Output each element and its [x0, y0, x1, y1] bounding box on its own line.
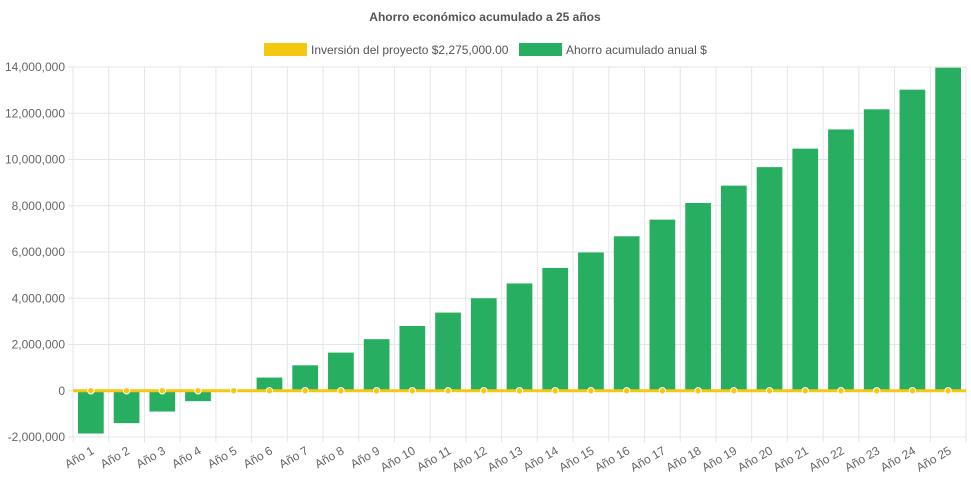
line-point[interactable] [87, 387, 95, 395]
line-point[interactable] [194, 387, 202, 395]
x-tick-label: Año 6 [241, 443, 275, 471]
line-point[interactable] [587, 387, 595, 395]
chart-title: Ahorro económico acumulado a 25 años [369, 10, 601, 24]
x-tick-label: Año 11 [414, 443, 453, 474]
line-point[interactable] [801, 387, 809, 395]
bar[interactable] [542, 267, 569, 391]
x-tick-label: Año 4 [169, 443, 203, 471]
x-tick-label: Año 17 [628, 443, 668, 474]
x-tick-label: Año 25 [914, 443, 954, 474]
x-tick-label: Año 2 [98, 443, 132, 471]
y-tick-label: 0 [58, 384, 65, 398]
bar[interactable] [78, 390, 104, 434]
line-series [73, 387, 966, 395]
legend-label-investment[interactable]: Inversión del proyecto $2,275,000.00 [311, 43, 509, 57]
x-tick-label: Año 14 [521, 443, 561, 474]
line-point[interactable] [944, 387, 952, 395]
bar[interactable] [292, 365, 319, 391]
line-point[interactable] [873, 387, 881, 395]
x-tick-label: Año 19 [699, 443, 739, 474]
x-tick-label: Año 1 [62, 443, 96, 471]
bar[interactable] [470, 298, 497, 391]
x-tick-label: Año 23 [842, 443, 882, 474]
x-tick-label: Año 8 [312, 443, 346, 471]
y-tick-label: 14,000,000 [5, 60, 65, 74]
bar[interactable] [792, 148, 819, 391]
x-tick-label: Año 16 [592, 443, 632, 474]
bar[interactable] [256, 377, 283, 391]
y-tick-label: 4,000,000 [12, 291, 66, 305]
bar[interactable] [649, 219, 676, 391]
y-tick-label: 12,000,000 [5, 106, 65, 120]
bar[interactable] [578, 252, 604, 391]
line-point[interactable] [408, 387, 417, 395]
y-tick-label: 2,000,000 [12, 338, 66, 352]
line-point[interactable] [480, 387, 488, 395]
bars [78, 67, 961, 434]
x-tick-label: Año 7 [277, 443, 311, 471]
y-tick-label: 8,000,000 [12, 199, 66, 213]
legend-label-savings[interactable]: Ahorro acumulado anual $ [566, 43, 707, 57]
line-point[interactable] [337, 387, 345, 395]
y-tick-label: -2,000,000 [8, 430, 66, 444]
bar[interactable] [828, 129, 854, 391]
legend-swatch-investment[interactable] [264, 43, 307, 56]
y-axis: -2,000,000 0 2,000,000 4,000,000 6,000,000 8,… [5, 60, 65, 444]
x-tick-label: Año 9 [348, 443, 382, 471]
bar[interactable] [435, 312, 461, 391]
grid [68, 66, 967, 442]
x-tick-label: Año 24 [878, 443, 918, 474]
x-tick-label: Año 18 [664, 443, 704, 474]
line-point[interactable] [551, 387, 559, 395]
bar[interactable] [899, 89, 926, 391]
x-tick-label: Año 13 [485, 443, 525, 474]
line-point[interactable] [122, 387, 131, 395]
bar[interactable] [756, 167, 783, 391]
line-point[interactable] [622, 387, 631, 395]
bar[interactable] [149, 390, 176, 412]
line-point[interactable] [658, 387, 667, 395]
x-tick-label: Año 15 [556, 443, 596, 474]
bar[interactable] [720, 185, 747, 391]
line-point[interactable] [230, 387, 238, 395]
bar[interactable] [685, 202, 711, 391]
x-tick-label: Año 12 [449, 443, 489, 474]
legend: Inversión del proyecto $2,275,000.00 Aho… [264, 43, 707, 57]
y-tick-label: 6,000,000 [12, 245, 66, 259]
x-tick-label: Año 5 [205, 443, 239, 471]
line-point[interactable] [837, 387, 845, 395]
line-point[interactable] [301, 387, 309, 395]
line-point[interactable] [765, 387, 774, 395]
bar[interactable] [363, 339, 390, 391]
y-tick-label: 10,000,000 [5, 153, 65, 167]
line-point[interactable] [908, 387, 917, 395]
line-point[interactable] [694, 387, 702, 395]
legend-swatch-savings[interactable] [519, 43, 562, 56]
line-point[interactable] [158, 387, 167, 395]
x-tick-label: Año 10 [378, 443, 418, 474]
x-tick-label: Año 21 [771, 443, 811, 474]
line-point[interactable] [515, 387, 524, 395]
bar[interactable] [399, 326, 426, 391]
bar[interactable] [506, 283, 533, 391]
x-tick-label: Año 3 [134, 443, 168, 471]
bar[interactable] [863, 109, 890, 391]
bar[interactable] [185, 390, 211, 402]
x-axis: Año 1 Año 2 Año 3 Año 4 Año 5 Año 6 Año 7 Año 8… [62, 443, 954, 474]
line-point[interactable] [444, 387, 452, 395]
line-point[interactable] [372, 387, 381, 395]
line-point[interactable] [730, 387, 738, 395]
x-tick-label: Año 22 [807, 443, 847, 474]
bar[interactable] [613, 236, 640, 391]
bar[interactable] [113, 390, 140, 424]
bar[interactable] [328, 352, 354, 391]
line-point[interactable] [265, 387, 274, 395]
bar[interactable] [935, 67, 961, 391]
x-tick-label: Año 20 [735, 443, 775, 474]
